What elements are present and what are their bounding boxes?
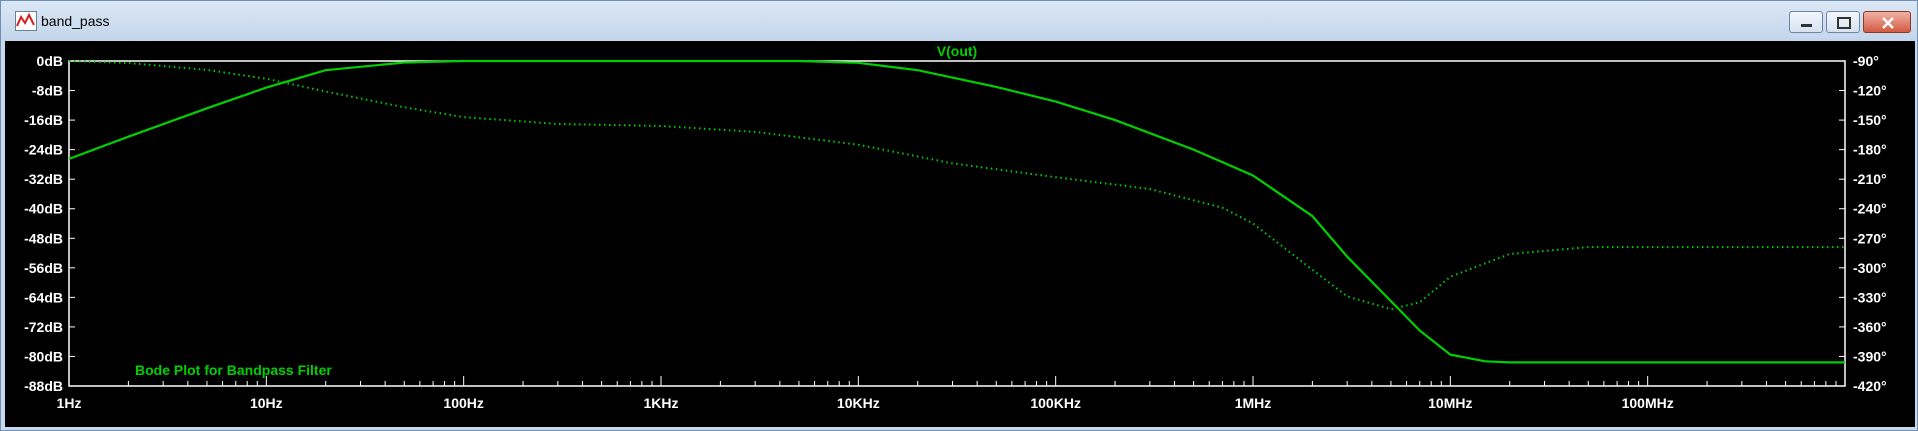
x-tick-label: 10MHz	[1428, 395, 1472, 411]
y-right-tick-label: -420°	[1853, 378, 1887, 394]
y-left-tick-label: -88dB	[24, 378, 63, 394]
minimize-button[interactable]	[1789, 11, 1823, 33]
plot-frame-border	[68, 60, 1846, 387]
y-left-tick-label: -24dB	[24, 142, 63, 158]
y-left-tick-label: -56dB	[24, 260, 63, 276]
y-left-tick-label: -80dB	[24, 348, 63, 364]
close-icon	[1882, 17, 1894, 29]
x-tick-label: 100MHz	[1622, 395, 1674, 411]
y-left-tick-label: -16dB	[24, 112, 63, 128]
minimize-icon	[1801, 24, 1812, 27]
phase-trace	[68, 60, 1845, 311]
y-left-tick-label: -40dB	[24, 201, 63, 217]
plot-area: 1Hz 10Hz 100Hz 1KHz 10KHz 100KHz 1MHz 10MHz 100M…	[5, 41, 1915, 427]
x-tick-label: 1KHz	[643, 395, 678, 411]
x-tick-label: 10Hz	[250, 395, 283, 411]
y-right-tick-label: -90°	[1853, 53, 1879, 69]
y-left-tick-label: 0dB	[37, 53, 63, 69]
x-tick-label: 100Hz	[443, 395, 483, 411]
y-right-tick-label: -180°	[1853, 142, 1887, 158]
close-button[interactable]	[1863, 11, 1911, 33]
maximize-button[interactable]	[1826, 11, 1860, 33]
y-right-tick-label: -360°	[1853, 319, 1887, 335]
title-bar[interactable]: band_pass	[1, 1, 1917, 41]
x-tick-label: 1Hz	[57, 395, 82, 411]
x-tick-label: 1MHz	[1235, 395, 1272, 411]
magnitude-trace	[68, 59, 1845, 364]
maximize-icon	[1837, 17, 1851, 29]
y-right-tick-label: -390°	[1853, 348, 1887, 364]
y-right-tick-label: -270°	[1853, 230, 1887, 246]
chart-title: V(out)	[937, 43, 977, 59]
y-right-tick-label: -150°	[1853, 112, 1887, 128]
waveform-icon	[15, 11, 37, 31]
y-right-tick-label: -240°	[1853, 201, 1887, 217]
x-tick-label: 10KHz	[837, 395, 880, 411]
y-right-tick-label: -120°	[1853, 83, 1887, 99]
y-right-tick-label: -300°	[1853, 260, 1887, 276]
window-title: band_pass	[41, 13, 110, 29]
y-left-tick-label: -64dB	[24, 289, 63, 305]
bode-plot: 1Hz 10Hz 100Hz 1KHz 10KHz 100KHz 1MHz 10MHz 100M…	[24, 43, 1887, 411]
chart-annotation: Bode Plot for Bandpass Filter	[135, 362, 332, 378]
y-left-tick-label: -32dB	[24, 171, 63, 187]
x-tick-label: 100KHz	[1030, 395, 1081, 411]
y-right-tick-label: -330°	[1853, 289, 1887, 305]
y-left-tick-label: -48dB	[24, 230, 63, 246]
y-right-tick-label: -210°	[1853, 171, 1887, 187]
y-left-tick-label: -8dB	[32, 83, 63, 99]
y-left-tick-label: -72dB	[24, 319, 63, 335]
